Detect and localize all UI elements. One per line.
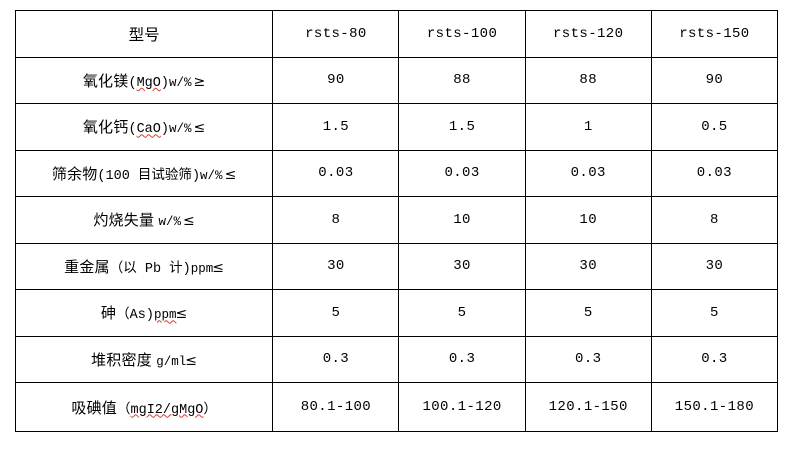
table-row: 灼烧失量 w/% ≤8 10 10 8 [14, 196, 779, 244]
close-paren: ) [191, 168, 201, 184]
open-paren: ( [97, 168, 106, 184]
value-cell: 10 [398, 196, 526, 244]
specification-table: 型号 rsts-80 rsts-100 rsts-120 rsts-150 氧化镁(MgO… [14, 10, 779, 432]
table-row: 氧化镁(MgO)w/% ≥90 88 88 90 [14, 56, 779, 104]
parameter-label-cell: 砷（As)ppm≤ [14, 289, 274, 337]
parameter-formula: MgO [136, 75, 161, 91]
value-cell: 30 [650, 242, 779, 290]
value-cell: 8 [272, 196, 400, 244]
comparator-symbol: ≤ [185, 352, 198, 369]
parameter-unit: w/% [169, 75, 192, 90]
value-cell: 5 [398, 289, 526, 337]
table-row: 堆积密度 g/ml≤ 0.3 0.3 0.3 0.3 [14, 335, 779, 383]
parameter-unit: w/% [158, 215, 182, 230]
comparator-symbol: ≤ [212, 259, 225, 276]
value-cell: 1.5 [272, 103, 400, 151]
comparator-symbol: ≤ [175, 306, 188, 323]
parameter-label-cell: 氧化钙(CaO)w/% ≤ [14, 103, 274, 151]
comparator-symbol: ≥ [193, 73, 206, 90]
parameter-name-cn: 堆积密度 [91, 351, 152, 369]
value-cell: 0.03 [398, 149, 526, 197]
open-paren: （ [117, 402, 131, 418]
value-cell: 88 [398, 56, 526, 104]
value-cell: 0.5 [650, 103, 779, 151]
close-paren: ) [160, 75, 169, 91]
column-header-rsts100: rsts-100 [398, 10, 526, 58]
comparator-symbol: ≤ [183, 213, 195, 230]
value-cell: 5 [650, 289, 779, 337]
parameter-name-cn: 吸碘值 [71, 399, 117, 417]
parameter-label-cell: 堆积密度 g/ml≤ [14, 335, 274, 383]
close-paren: ) [145, 308, 154, 324]
value-cell: 30 [524, 242, 652, 290]
value-cell: 150.1-180 [650, 382, 779, 432]
open-paren: （以 [109, 261, 145, 277]
close-paren: 计) [161, 261, 191, 277]
comparator-symbol: ≤ [193, 120, 206, 137]
value-cell: 0.3 [524, 335, 652, 383]
parameter-label-cell: 筛余物(100 目试验筛)w/% ≤ [14, 149, 274, 197]
value-cell: 80.1-100 [272, 382, 400, 432]
parameter-name-cn: 砷 [100, 305, 117, 323]
value-cell: 10 [524, 196, 652, 244]
value-cell: 90 [272, 56, 400, 104]
table-row: 吸碘值（mgI2/gMgO） 80.1-100 100.1-120 120.1-150… [14, 382, 779, 432]
value-cell: 0.03 [650, 149, 779, 197]
table-header-row: 型号 rsts-80 rsts-100 rsts-120 rsts-150 [14, 10, 779, 58]
table-row: 筛余物(100 目试验筛)w/% ≤0.03 0.03 0.03 0.03 [14, 149, 779, 197]
table-row: 砷（As)ppm≤ 5 5 5 5 [14, 289, 779, 337]
value-cell: 0.03 [272, 149, 400, 197]
column-header-rsts80: rsts-80 [272, 10, 400, 58]
parameter-formula: As [129, 308, 146, 324]
open-paren: ( [128, 75, 137, 91]
value-cell: 30 [398, 242, 526, 290]
close-paren: ） [203, 402, 217, 418]
value-cell: 5 [272, 289, 400, 337]
parameter-unit: w/% [169, 122, 192, 137]
parameter-unit: ppm [190, 261, 214, 276]
value-cell: 88 [524, 56, 652, 104]
value-cell: 1 [524, 103, 652, 151]
parameter-unit: g/ml [156, 354, 187, 369]
open-paren: ( [128, 122, 137, 138]
column-header-rsts120: rsts-120 [524, 10, 652, 58]
comparator-symbol: ≤ [224, 166, 237, 183]
column-header-rsts150: rsts-150 [650, 10, 779, 58]
table-body: 型号 rsts-80 rsts-100 rsts-120 rsts-150 氧化镁(MgO… [14, 10, 779, 432]
parameter-name-cn: 重金属 [64, 258, 110, 276]
parameter-label-cell: 吸碘值（mgI2/gMgO） [14, 382, 274, 432]
value-cell: 0.3 [650, 335, 779, 383]
table-row: 重金属（以 Pb 计)ppm≤ 30 30 30 30 [14, 242, 779, 290]
parameter-label-cell: 氧化镁(MgO)w/% ≥ [14, 56, 274, 104]
parameter-name-cn: 氧化钙 [82, 119, 129, 137]
value-cell: 0.3 [398, 335, 526, 383]
value-cell: 5 [524, 289, 652, 337]
parameter-name-cn: 筛余物 [51, 165, 98, 183]
parameter-formula: 100 目试验筛 [105, 168, 192, 184]
value-cell: 120.1-150 [524, 382, 652, 432]
parameter-unit: ppm [153, 308, 177, 323]
value-cell: 30 [272, 242, 400, 290]
value-cell: 0.3 [272, 335, 400, 383]
parameter-unit: w/% [200, 168, 223, 183]
value-cell: 0.03 [524, 149, 652, 197]
parameter-formula: CaO [136, 122, 161, 138]
value-cell: 8 [650, 196, 779, 244]
table-row: 氧化钙(CaO)w/% ≤1.5 1.5 1 0.5 [14, 103, 779, 151]
parameter-label-cell: 灼烧失量 w/% ≤ [14, 196, 274, 244]
parameter-label-cell: 重金属（以 Pb 计)ppm≤ [14, 242, 274, 290]
column-header-param: 型号 [14, 10, 274, 58]
value-cell: 1.5 [398, 103, 526, 151]
close-paren: ) [160, 122, 169, 138]
open-paren: （ [116, 308, 130, 324]
value-cell: 90 [650, 56, 779, 104]
parameter-formula: mgI2/gMgO [130, 402, 204, 418]
parameter-name-cn: 灼烧失量 [93, 212, 155, 230]
parameter-name-cn: 氧化镁 [82, 72, 129, 90]
parameter-formula: Pb [144, 261, 162, 277]
value-cell: 100.1-120 [398, 382, 526, 432]
